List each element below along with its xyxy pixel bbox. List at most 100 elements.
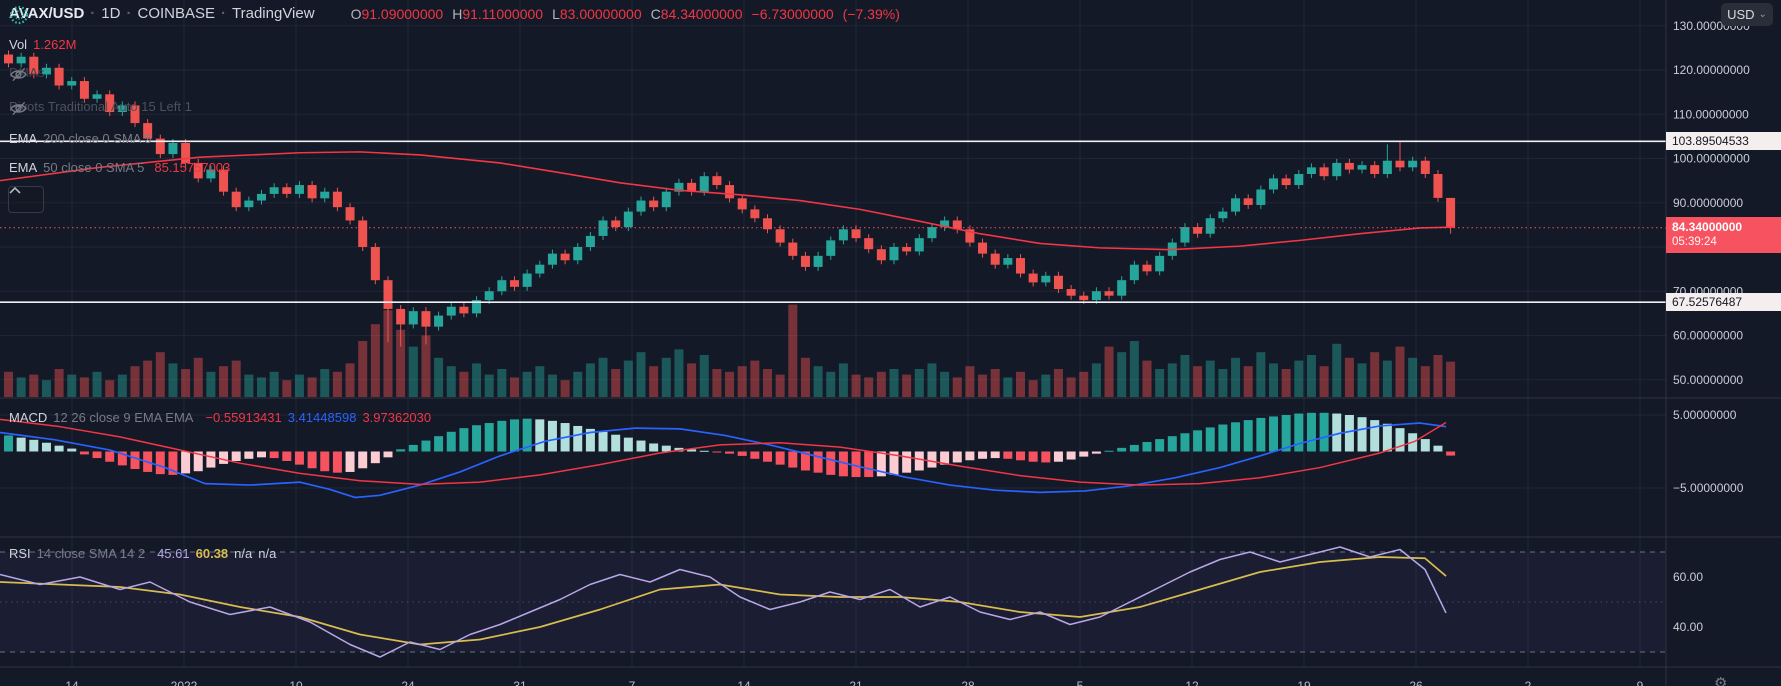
macd-histogram-bar [788, 451, 798, 468]
macd-histogram-bar [1446, 451, 1456, 456]
volume-bar [914, 369, 924, 397]
volume-bar [1370, 352, 1380, 397]
volume-bar [1041, 374, 1051, 397]
macd-histogram-bar [1231, 422, 1241, 452]
volume-bar [472, 363, 482, 397]
rsi-legend[interactable]: RSI 14 close SMA 14 2 45.61 60.38 n/a n/… [9, 546, 276, 561]
time-axis-label: 14 [65, 679, 79, 686]
macd-legend[interactable]: MACD 12 26 close 9 EMA EMA −0.55913431 3… [9, 410, 431, 425]
exchange-label[interactable]: COINBASE [137, 5, 216, 22]
candle-body [826, 240, 836, 256]
volume-bar [990, 369, 1000, 397]
candle-body [1016, 258, 1025, 274]
volume-bar [497, 369, 507, 397]
candle-body [889, 247, 899, 261]
symbol-header: AVAX/USD · 1D · COINBASE · TradingView O… [9, 5, 900, 25]
candle-body [1269, 178, 1278, 190]
interval-label[interactable]: 1D [101, 5, 121, 22]
volume-bar [1395, 346, 1405, 397]
candle-body [1281, 178, 1291, 186]
macd-histogram-bar [1079, 451, 1089, 457]
volume-bar [1269, 363, 1278, 397]
volume-bar [1446, 361, 1456, 397]
volume-bar [510, 377, 519, 397]
macd-histogram-bar [1306, 412, 1316, 452]
volume-bar [16, 377, 26, 397]
pivots-legend[interactable]: Pivots Traditional Auto 15 Left 1 [9, 99, 206, 116]
macd-histogram-bar [952, 451, 962, 463]
candle-body [1066, 289, 1076, 296]
candle-body [800, 255, 810, 267]
volume-bar [332, 371, 342, 397]
macd-histogram-bar [1193, 430, 1203, 452]
symbol-name[interactable]: AVAX/USD [9, 5, 85, 22]
macd-histogram-bar [282, 451, 292, 461]
dmas-legend[interactable]: DMAs [9, 65, 58, 82]
candle-body [358, 220, 368, 247]
macd-histogram-bar [1281, 415, 1291, 452]
candle-body [611, 220, 621, 228]
volume-bar [585, 363, 595, 397]
macd-histogram-bar [1344, 415, 1354, 452]
macd-histogram-bar [1104, 450, 1114, 452]
volume-bar [1420, 366, 1430, 397]
macd-histogram-bar [826, 451, 836, 475]
macd-histogram-bar [510, 419, 519, 452]
volume-bar [155, 352, 165, 397]
rsi-value: 45.61 [157, 546, 190, 561]
volume-bar [1028, 380, 1038, 397]
volume-bar [1357, 363, 1367, 397]
candle-body [269, 187, 279, 194]
volume-bar [1306, 355, 1316, 397]
time-axis-label: 19 [1297, 679, 1311, 686]
volume-bar [1332, 343, 1342, 397]
axis-settings-gear-icon[interactable]: ⚙ [1714, 675, 1728, 686]
volume-bar [79, 377, 89, 397]
candle-body [244, 200, 254, 208]
macd-histogram-bar [573, 425, 583, 452]
macd-histogram-bar [1180, 433, 1190, 452]
candle-body [1142, 264, 1152, 272]
volume-bar [484, 374, 494, 397]
macd-histogram-bar [497, 420, 507, 452]
candle-body [1231, 198, 1241, 212]
ema50-line [0, 151, 1456, 251]
volume-bar [952, 377, 962, 397]
currency-selector[interactable]: USD ⌄ [1721, 3, 1773, 26]
volume-bar [1193, 366, 1203, 397]
volume-bar [965, 366, 975, 397]
candle-body [383, 280, 393, 309]
candle-body [434, 315, 444, 327]
volume-bar [1142, 360, 1152, 397]
macd-histogram-bar [1370, 420, 1380, 452]
candle-body [1180, 227, 1190, 243]
ema200-legend[interactable]: EMA 200 close 0 SMA 5 [9, 131, 152, 146]
collapse-legend-button[interactable] [8, 186, 44, 213]
rsi-axis-label: 40.00 [1673, 620, 1703, 634]
ema50-value: 85.15757003 [154, 160, 231, 175]
macd-histogram-bar [1433, 445, 1443, 452]
candle-body [1370, 165, 1380, 174]
ema50-legend[interactable]: EMA 50 close 0 SMA 5 85.15757003 [9, 160, 230, 175]
volume-bar [560, 380, 570, 397]
candle-body [522, 273, 532, 287]
macd-line [0, 422, 1447, 499]
volume-bar [737, 366, 747, 397]
macd-histogram-bar [699, 450, 709, 452]
candle-body [661, 191, 671, 208]
candle-body [978, 242, 988, 254]
macd-histogram-bar [67, 448, 77, 452]
volume-legend[interactable]: Vol 1.262M [9, 37, 76, 52]
candle-body [914, 238, 924, 252]
candle-body [573, 247, 583, 261]
macd-histogram-bar [484, 423, 494, 452]
volume-bar [522, 371, 532, 397]
last-price-value: 84.34000000 [1672, 219, 1743, 234]
pivot-low-price-label: 67.52576487 [1666, 293, 1781, 312]
macd-name: MACD [9, 410, 48, 425]
volume-bar [864, 377, 874, 397]
macd-histogram-bar [1420, 439, 1430, 452]
candle-body [560, 253, 570, 261]
candle-body [1332, 162, 1342, 177]
